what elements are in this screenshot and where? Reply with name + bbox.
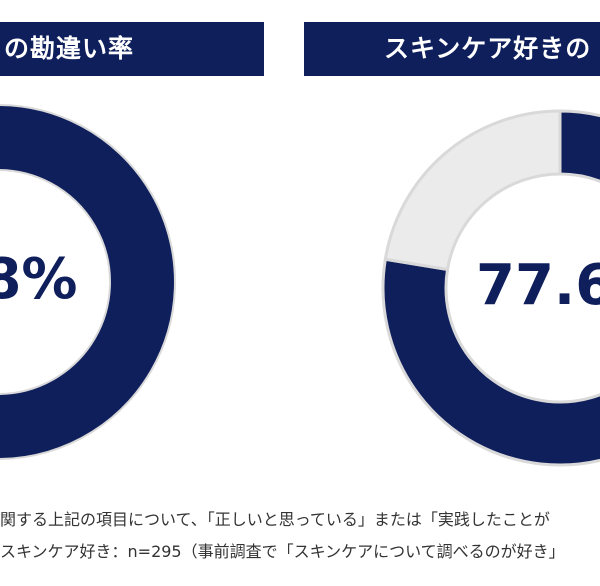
footnote-line-1: 関する上記の項目について、「正しいと思っている」または「実践したことが [0,510,550,529]
right-donut [381,109,600,467]
right-chart-title-bar: スキンケア好きの [304,22,600,76]
left-donut [0,104,176,460]
left-chart-title-bar: の勘違い率 [0,22,264,76]
left-chart-title: の勘違い率 [3,34,134,63]
left-donut-slice-filled [0,104,176,460]
right-donut-slice-remainder [383,109,562,272]
right-donut-value-label: 77.6% [476,253,600,318]
right-chart-title: スキンケア好きの [384,34,592,63]
footnote-line-2: スキンケア好き：n=295（事前調査で「スキンケアについて調べるのが好き」 [0,542,565,561]
left-donut-value-label: 8% [0,247,78,312]
right-donut-slice-filled [381,109,600,467]
